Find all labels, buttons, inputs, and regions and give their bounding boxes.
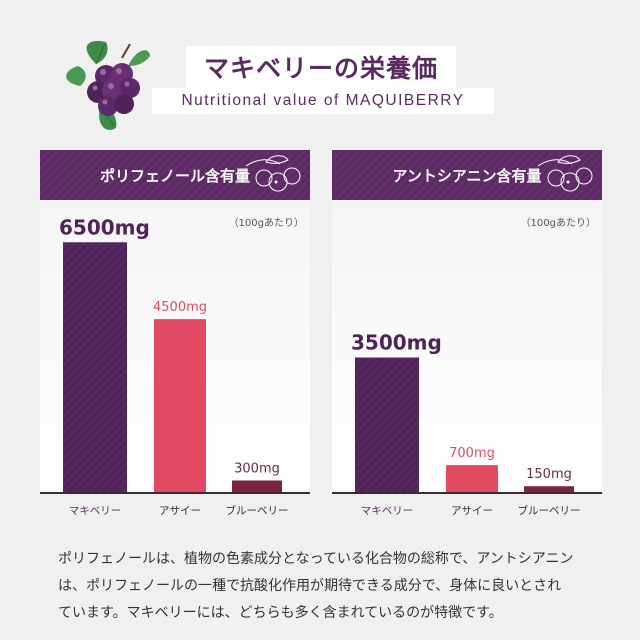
bar-2 (232, 480, 282, 492)
polyphenol-chart-panel: ポリフェノール含有量 （100gあたり） 6500mg 4500mg 300mg マ… (40, 150, 310, 517)
anthocyanin-bar-chart: 3500mg 700mg 150mg (351, 331, 574, 492)
bar-value-label: 6500mg (59, 215, 150, 239)
anthocyanin-chart-area: （100gあたり） 3500mg 700mg 150mg (332, 200, 602, 492)
category-label: アサイー (451, 505, 493, 517)
bar-value-label: 3500mg (351, 331, 442, 355)
header-stripe-pattern (40, 150, 310, 200)
category-label: アサイー (159, 505, 201, 517)
polyphenol-bar-chart: 6500mg 4500mg 300mg (59, 215, 282, 492)
header-stripe-pattern (332, 150, 602, 200)
berry-outline-icon (537, 155, 593, 192)
page-subtitle: Nutritional value of MAQUIBERRY (152, 88, 494, 114)
bar-1 (154, 319, 206, 492)
description-line: ています。マキベリーには、どちらも多く含まれているのが特徴です。 (58, 605, 503, 621)
description-line: ポリフェノールは、植物の色素成分となっている化合物の総称で、アントシアニン (58, 551, 574, 567)
maquiberry-leaf-icon (66, 40, 150, 130)
berry-outline-icon (245, 155, 301, 192)
bar-2 (524, 486, 574, 492)
polyphenol-chart-area: （100gあたり） 6500mg 4500mg 300mg (40, 200, 310, 492)
category-label: ブルーベリー (517, 505, 581, 517)
bar-value-label: 4500mg (153, 300, 207, 315)
bar-0 (63, 242, 127, 492)
unit-note: （100gあたり） (520, 218, 596, 229)
bar-0 (355, 357, 419, 492)
description-text: ポリフェノールは、植物の色素成分となっている化合物の総称で、アントシアニン は、… (58, 546, 598, 627)
chart-baseline (40, 492, 310, 494)
bar-value-label: 300mg (234, 461, 280, 476)
polyphenol-chart-header: ポリフェノール含有量 (40, 150, 310, 200)
bar-value-label: 700mg (449, 446, 495, 461)
anthocyanin-chart-title: アントシアニン含有量 (392, 166, 542, 185)
page-title: マキベリーの栄養価 (186, 46, 456, 88)
category-label: マキベリー (360, 505, 414, 517)
category-label: マキベリー (68, 505, 122, 517)
description-line: は、ポリフェノールの一種で抗酸化作用が期待できる成分で、身体に良いとされ (58, 578, 562, 594)
category-label: ブルーベリー (225, 505, 289, 517)
bar-value-label: 150mg (526, 467, 572, 482)
bar-1 (446, 465, 498, 492)
unit-note: （100gあたり） (228, 218, 304, 229)
header: マキベリーの栄養価 Nutritional value of MAQUIBERR… (0, 0, 640, 140)
anthocyanin-chart-header: アントシアニン含有量 (332, 150, 602, 200)
chart-baseline (332, 492, 602, 494)
anthocyanin-chart-panel: アントシアニン含有量 （100gあたり） 3500mg 700mg 150mg マキ… (332, 150, 602, 517)
polyphenol-chart-title: ポリフェノール含有量 (99, 166, 250, 185)
